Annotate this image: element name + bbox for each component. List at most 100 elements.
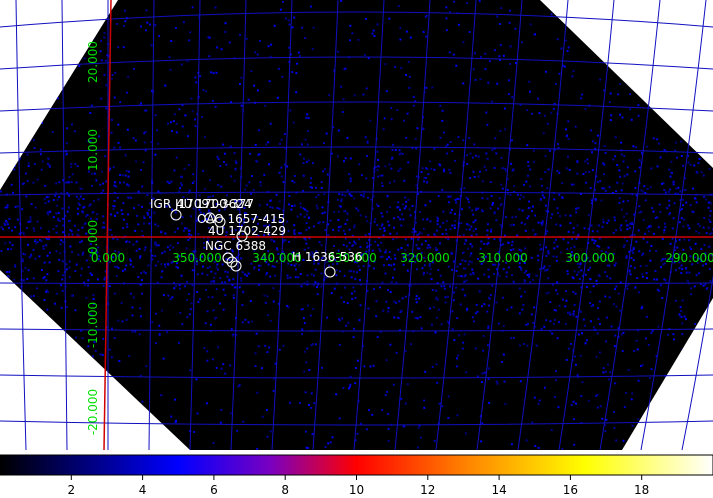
emission-pixel	[8, 226, 10, 229]
emission-pixel	[447, 265, 450, 268]
emission-pixel	[674, 299, 677, 302]
emission-pixel	[14, 226, 17, 229]
emission-pixel	[519, 380, 522, 383]
emission-pixel	[175, 419, 177, 422]
emission-pixel	[234, 200, 237, 203]
emission-pixel	[418, 424, 421, 427]
emission-pixel	[418, 297, 421, 300]
emission-pixel	[577, 207, 580, 209]
emission-pixel	[532, 205, 534, 208]
emission-pixel	[697, 257, 699, 260]
emission-pixel	[512, 280, 515, 283]
emission-pixel	[629, 273, 632, 276]
emission-pixel	[661, 258, 664, 261]
emission-pixel	[390, 157, 393, 160]
emission-pixel	[402, 253, 405, 256]
emission-pixel	[391, 148, 394, 151]
emission-pixel	[560, 47, 563, 50]
emission-pixel	[144, 149, 147, 152]
emission-pixel	[451, 150, 454, 153]
emission-pixel	[593, 252, 596, 255]
emission-pixel	[523, 271, 526, 274]
emission-pixel	[270, 238, 273, 241]
emission-pixel	[100, 191, 103, 194]
emission-pixel	[71, 250, 74, 253]
emission-pixel	[404, 349, 407, 352]
emission-pixel	[495, 268, 498, 271]
emission-pixel	[99, 183, 102, 186]
emission-pixel	[127, 175, 130, 178]
emission-pixel	[127, 75, 130, 78]
emission-pixel	[529, 90, 531, 93]
emission-pixel	[380, 241, 383, 244]
emission-pixel	[569, 254, 572, 257]
emission-pixel	[160, 230, 163, 233]
emission-pixel	[237, 385, 240, 388]
emission-pixel	[553, 241, 556, 244]
emission-pixel	[575, 402, 577, 405]
emission-pixel	[420, 327, 423, 330]
emission-pixel	[34, 257, 37, 260]
emission-pixel	[46, 212, 49, 215]
emission-pixel	[613, 216, 616, 219]
emission-pixel	[672, 180, 675, 183]
emission-pixel	[695, 230, 698, 233]
emission-pixel	[557, 143, 559, 146]
emission-pixel	[449, 10, 451, 13]
emission-pixel	[393, 180, 396, 183]
emission-pixel	[489, 294, 492, 296]
colorbar-label: 18	[634, 483, 649, 497]
emission-pixel	[399, 311, 402, 313]
emission-pixel	[291, 205, 293, 207]
emission-pixel	[650, 244, 653, 247]
emission-pixel	[576, 374, 579, 377]
emission-pixel	[461, 259, 464, 262]
emission-pixel	[57, 217, 60, 220]
emission-pixel	[295, 91, 298, 94]
emission-pixel	[465, 228, 468, 231]
emission-pixel	[39, 153, 42, 156]
emission-pixel	[383, 117, 386, 120]
longitude-line	[353, 0, 385, 451]
emission-pixel	[615, 190, 618, 193]
emission-pixel	[395, 351, 398, 354]
emission-pixel	[545, 210, 548, 213]
emission-pixel	[404, 238, 407, 241]
emission-pixel	[428, 262, 431, 265]
emission-pixel	[696, 261, 699, 264]
emission-pixel	[587, 227, 590, 230]
emission-pixel	[679, 199, 682, 201]
emission-pixel	[290, 208, 293, 211]
emission-pixel	[141, 230, 144, 233]
emission-pixel	[346, 213, 349, 216]
emission-pixel	[81, 337, 84, 340]
emission-pixel	[584, 273, 587, 276]
emission-pixel	[177, 266, 179, 269]
emission-pixel	[480, 381, 483, 383]
emission-pixel	[198, 208, 201, 211]
emission-pixel	[615, 439, 618, 442]
emission-pixel	[87, 279, 90, 282]
emission-pixel	[595, 279, 598, 282]
emission-pixel	[628, 270, 631, 273]
emission-pixel	[54, 194, 57, 197]
emission-pixel	[352, 336, 355, 339]
emission-pixel	[67, 233, 70, 236]
emission-pixel	[85, 296, 88, 299]
emission-pixel	[242, 291, 245, 294]
emission-pixel	[418, 247, 421, 250]
emission-pixel	[399, 27, 402, 30]
emission-pixel	[344, 232, 347, 235]
emission-pixel	[620, 189, 623, 192]
emission-pixel	[466, 223, 469, 226]
emission-pixel	[567, 347, 570, 350]
longitude-line	[61, 0, 68, 451]
emission-pixel	[92, 303, 95, 305]
emission-pixel	[440, 285, 443, 288]
emission-pixel	[89, 272, 92, 275]
emission-pixel	[669, 212, 672, 214]
emission-pixel	[544, 155, 547, 158]
emission-pixel	[317, 222, 320, 225]
emission-pixel	[97, 258, 100, 261]
emission-pixel	[299, 206, 302, 209]
